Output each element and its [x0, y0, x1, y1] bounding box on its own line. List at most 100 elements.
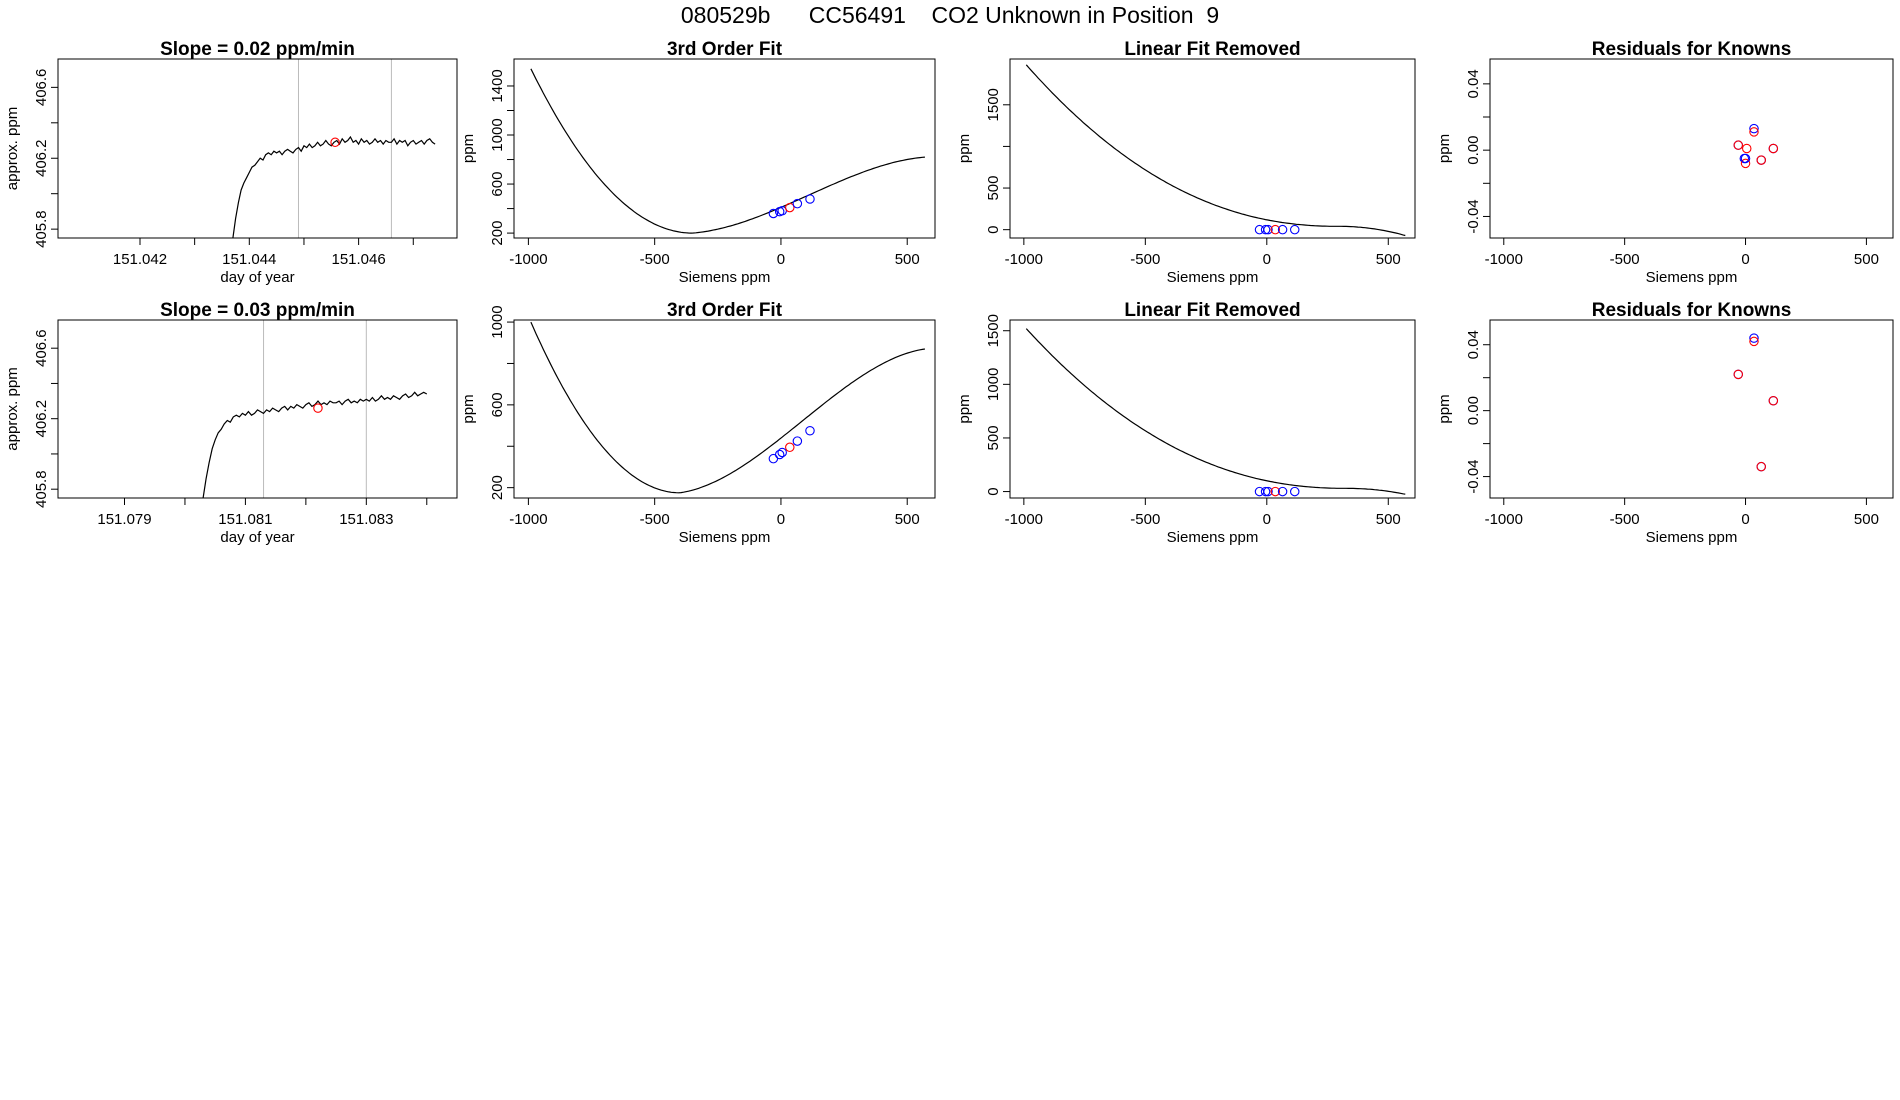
- r2-linrem-xtick-label: -500: [1130, 511, 1160, 528]
- r1-linrem-ytick-label: 1500: [985, 88, 1002, 121]
- r1-resid-point-6: [1749, 127, 1759, 137]
- r1-slope-ytick-label: 405.8: [33, 210, 50, 248]
- r2-resid-xtick-label: -1000: [1485, 511, 1523, 528]
- r1-linrem-ytick-label: 500: [985, 176, 1002, 201]
- r2-slope-ytick-label: 405.8: [33, 470, 50, 508]
- r2-resid-xtick-label: 500: [1854, 511, 1879, 528]
- r1-resid-ytick-label: 0.04: [1465, 69, 1482, 98]
- r1-fit-point-0: [768, 208, 779, 219]
- r2-fit-point-2: [777, 447, 787, 458]
- r2-linrem-xtick-label: 500: [1376, 511, 1401, 528]
- r1-resid-xtick-label: -500: [1610, 251, 1640, 268]
- r2-linrem-ytick-label: 0: [985, 487, 1002, 495]
- r1-fit-xtick-label: 500: [895, 251, 920, 268]
- r2-resid-point-5: [1756, 461, 1766, 472]
- r1-slope-point-0: [330, 137, 340, 148]
- r1-resid-panel: [1483, 58, 1894, 245]
- r2-fit-xtick-label: 500: [895, 511, 920, 528]
- r2-resid-point-1: [1733, 369, 1744, 380]
- r2-linrem-xtick-label: -1000: [1005, 511, 1043, 528]
- r2-linrem-ytick-label: 1500: [985, 314, 1002, 347]
- r2-linrem-point-5: [1289, 486, 1300, 497]
- r1-slope-xtick-label: 151.046: [331, 251, 385, 268]
- r1-linrem-xtick-label: -500: [1130, 251, 1160, 268]
- r1-slope-xtick-label: 151.044: [222, 251, 276, 268]
- r2-slope-xtick-label: 151.079: [97, 511, 151, 528]
- r1-fit-xtick-label: -1000: [509, 251, 547, 268]
- r2-slope-xlabel: day of year: [220, 529, 294, 546]
- r2-linrem-xlabel: Siemens ppm: [1167, 529, 1259, 546]
- r2-slope-ylabel: approx. ppm: [4, 367, 21, 450]
- r1-resid-xtick-label: 500: [1854, 251, 1879, 268]
- r1-fit-point-4: [792, 198, 803, 209]
- r1-linrem-xlabel: Siemens ppm: [1167, 269, 1259, 286]
- r1-linrem-point-1: [1260, 224, 1271, 235]
- r2-linrem-title: Linear Fit Removed: [1124, 300, 1300, 321]
- r2-linrem-point-1: [1260, 486, 1271, 497]
- r1-fit-title: 3rd Order Fit: [667, 39, 783, 60]
- r2-resid-xtick-label: 0: [1741, 511, 1749, 528]
- r2-fit-title: 3rd Order Fit: [667, 300, 783, 321]
- r2-resid-panel: [1483, 319, 1894, 505]
- r1-resid-point-5: [1749, 123, 1759, 134]
- r2-fit-xtick-label: 0: [777, 511, 785, 528]
- r1-slope-xlabel: day of year: [220, 269, 294, 286]
- r2-linrem-panel: [1003, 319, 1416, 505]
- r2-slope-ytick-label: 406.6: [33, 329, 50, 367]
- r2-slope-xtick-label: 151.081: [218, 511, 272, 528]
- r1-slope-panel: [51, 58, 458, 245]
- r2-fit-point-1: [774, 449, 785, 460]
- r1-resid-ytick-label: -0.04: [1465, 199, 1482, 233]
- r1-fit-fit-curve: [530, 68, 925, 234]
- r1-linrem-xtick-label: 500: [1376, 251, 1401, 268]
- r1-fit-point-3: [785, 202, 795, 213]
- r2-slope-panel: [51, 319, 458, 505]
- r2-slope-frame: [57, 319, 458, 499]
- r1-resid-point-11: [1740, 153, 1751, 164]
- r2-fit-ylabel: ppm: [460, 394, 477, 423]
- r1-linrem-fit-curve: [1025, 64, 1406, 237]
- r2-resid-ytick-label: -0.04: [1465, 459, 1482, 493]
- r1-linrem-ytick-label: 0: [985, 226, 1002, 234]
- r2-fit-xtick-label: -1000: [509, 511, 547, 528]
- r1-fit-point-5: [805, 194, 815, 204]
- r1-fit-xlabel: Siemens ppm: [679, 269, 771, 286]
- r1-slope-title: Slope = 0.02 ppm/min: [160, 39, 355, 60]
- r2-linrem-ylabel: ppm: [956, 394, 973, 423]
- r1-linrem-point-2: [1263, 224, 1273, 235]
- r2-resid-point-3: [1749, 336, 1759, 347]
- r1-resid-point-3: [1740, 158, 1751, 169]
- r1-linrem-panel: [1003, 58, 1416, 245]
- r1-resid-title: Residuals for Knowns: [1592, 39, 1792, 60]
- r1-slope-series-line: [232, 135, 436, 239]
- r2-linrem-point-2: [1263, 486, 1273, 497]
- r1-fit-ytick-label: 200: [489, 221, 506, 246]
- r2-linrem-point-4: [1277, 486, 1288, 497]
- r1-linrem-point-3: [1270, 224, 1281, 235]
- r1-slope-xtick-label: 151.042: [113, 251, 167, 268]
- r2-linrem-ytick-label: 1000: [985, 368, 1002, 401]
- r2-resid-point-7: [1768, 396, 1779, 406]
- r1-fit-xtick-label: -500: [640, 251, 670, 268]
- r1-linrem-xtick-label: 0: [1263, 251, 1271, 268]
- r1-resid-ytick-label: 0.00: [1465, 136, 1482, 165]
- r2-resid-ytick-label: 0.04: [1465, 330, 1482, 359]
- r2-fit-xlabel: Siemens ppm: [679, 529, 771, 546]
- r2-resid-xlabel: Siemens ppm: [1646, 529, 1738, 546]
- r2-resid-ylabel: ppm: [1436, 394, 1453, 423]
- r1-linrem-point-4: [1277, 224, 1288, 235]
- r1-fit-frame: [513, 58, 936, 239]
- r1-fit-ytick-label: 1400: [489, 69, 506, 102]
- r2-linrem-frame: [1009, 319, 1416, 499]
- r1-slope-ytick-label: 406.2: [33, 139, 50, 177]
- r1-resid-frame: [1489, 58, 1894, 239]
- r2-fit-point-0: [768, 453, 779, 464]
- r2-fit-point-3: [785, 442, 795, 453]
- r2-fit-panel: [507, 319, 936, 505]
- r2-resid-xtick-label: -500: [1610, 511, 1640, 528]
- r1-resid-xtick-label: 0: [1741, 251, 1749, 268]
- r1-slope-frame: [57, 58, 458, 239]
- r2-linrem-ytick-label: 500: [985, 425, 1002, 450]
- r1-linrem-ylabel: ppm: [956, 134, 973, 163]
